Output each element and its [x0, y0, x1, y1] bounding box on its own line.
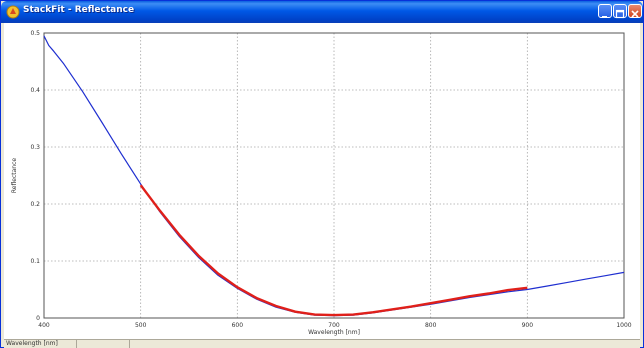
- x-axis-label: Wavelength [nm]: [308, 329, 360, 336]
- maximize-button[interactable]: [613, 4, 627, 19]
- y-tick-label: 0: [36, 315, 40, 322]
- x-tick-label: 1000: [616, 322, 631, 329]
- chart-area: 400 500 600 700 800 900 1000 0 0.1 0.2 0.3 0.4 0.5 W…: [4, 23, 640, 339]
- x-tick-label: 400: [38, 322, 50, 329]
- minimize-button[interactable]: [598, 4, 612, 18]
- status-bar: Wavelength [nm]: [4, 339, 640, 348]
- title-bar[interactable]: StackFit - Reflectance: [1, 1, 643, 23]
- x-tick-label: 600: [232, 322, 244, 329]
- close-button[interactable]: [628, 4, 642, 18]
- y-axis-label: Reflectance: [11, 158, 18, 193]
- x-tick-label: 900: [522, 322, 534, 329]
- y-tick-label: 0.2: [30, 201, 40, 208]
- minimize-icon: [602, 16, 607, 18]
- close-icon: [631, 10, 639, 18]
- y-tick-label: 0.4: [30, 87, 40, 94]
- status-pane-left: Wavelength [nm]: [4, 340, 77, 348]
- plot-frame: [43, 32, 625, 319]
- app-icon: [6, 5, 20, 19]
- model-reflectance-line: [43, 35, 625, 317]
- y-tick-label: 0.1: [30, 258, 40, 265]
- x-tick-label: 500: [135, 322, 147, 329]
- x-tick-label: 800: [425, 322, 437, 329]
- maximize-icon: [615, 9, 625, 19]
- y-tick-label: 0.5: [30, 30, 40, 37]
- x-tick-label: 700: [328, 322, 340, 329]
- window-title: StackFit - Reflectance: [23, 5, 135, 15]
- reflectance-chart: 400 500 600 700 800 900 1000 0 0.1 0.2 0.3 0.4 0.5 W…: [11, 30, 632, 336]
- fit-reflectance-line: [139, 184, 528, 317]
- status-pane-middle: [77, 340, 130, 348]
- y-tick-label: 0.3: [30, 144, 40, 151]
